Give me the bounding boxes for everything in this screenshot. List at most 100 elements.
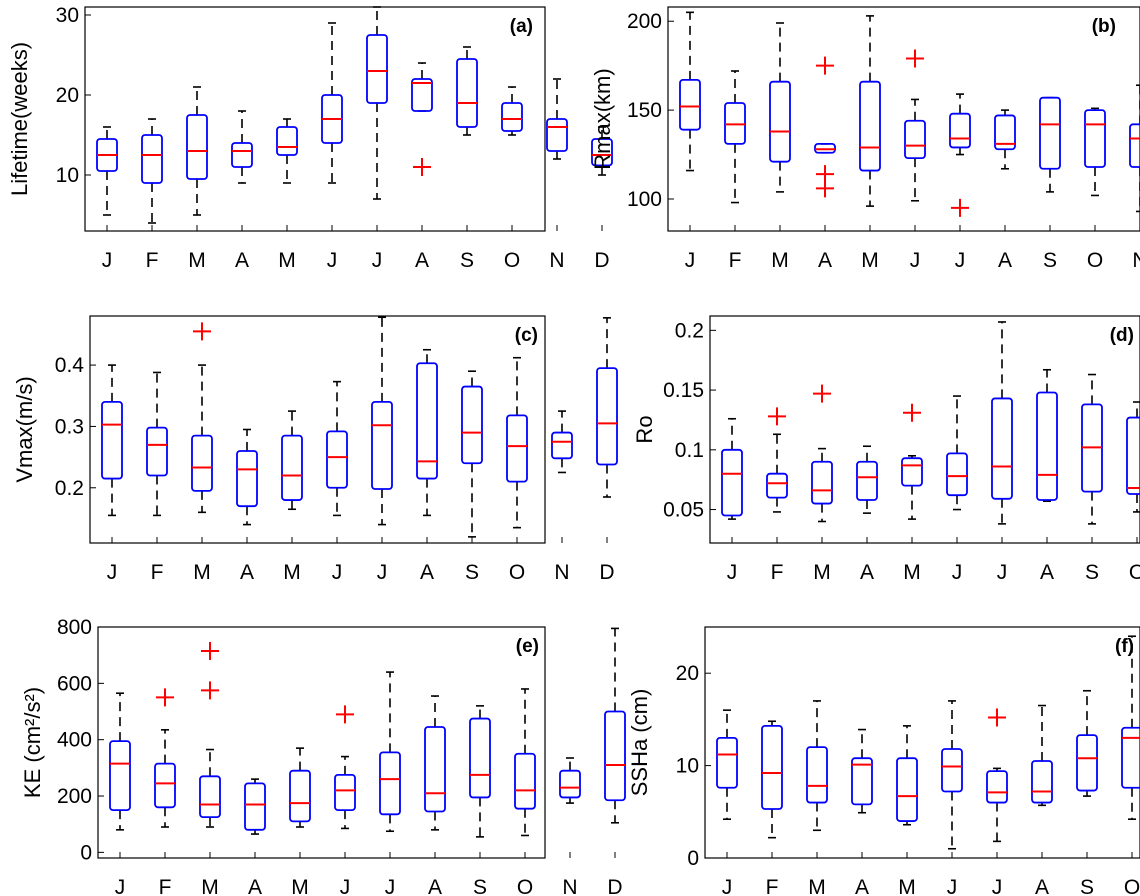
x-tick-label: A — [415, 249, 429, 272]
x-tick-label: J — [327, 249, 338, 272]
x-tick-label: D — [599, 561, 614, 584]
x-tick-label: F — [151, 561, 164, 584]
box — [1126, 416, 1140, 495]
box — [716, 736, 738, 789]
plot-frame — [97, 626, 546, 859]
box — [859, 80, 881, 172]
outlier-marker — [156, 688, 174, 707]
x-tick-label: A — [998, 249, 1012, 272]
outlier-marker — [201, 641, 219, 660]
box — [946, 452, 968, 497]
box — [769, 80, 791, 163]
box — [994, 114, 1016, 151]
outlier-marker — [951, 198, 969, 217]
box — [559, 769, 581, 799]
box — [546, 118, 568, 152]
x-tick-label: M — [193, 561, 211, 584]
x-tick-label: J — [685, 249, 696, 272]
x-tick-label: J — [377, 561, 388, 584]
outlier-marker — [988, 708, 1006, 727]
panel-label: (d) — [1110, 325, 1134, 346]
y-axis-label: Ro — [632, 415, 657, 443]
x-tick-label: A — [860, 561, 874, 584]
y-axis-label: SSHa (cm) — [627, 689, 652, 797]
panel-b: 100 150 200 J F M A M J J A S O N D Rmax(km) (b) — [590, 6, 1140, 272]
x-tick-label: A — [235, 249, 249, 272]
y-tick-label: 0.05 — [663, 499, 704, 522]
box — [949, 112, 971, 149]
x-tick-label: J — [340, 876, 351, 896]
box — [501, 102, 523, 132]
box — [366, 34, 388, 104]
panel-label: (e) — [516, 636, 539, 657]
y-tick-label: 0 — [687, 847, 699, 870]
x-tick-label: A — [420, 561, 434, 584]
x-tick-label: M — [808, 876, 826, 896]
y-tick-label: 0.4 — [55, 354, 85, 377]
x-tick-label: S — [473, 876, 487, 896]
y-tick-label: 200 — [57, 785, 92, 808]
box — [1031, 760, 1053, 804]
y-tick-label: 10 — [676, 755, 699, 778]
y-tick-label: 150 — [627, 99, 662, 122]
y-tick-label: 30 — [56, 4, 79, 27]
x-tick-label: A — [818, 249, 832, 272]
x-tick-label: J — [952, 561, 963, 584]
x-tick-label: N — [562, 876, 577, 896]
box — [236, 450, 258, 508]
x-tick-label: N — [549, 249, 564, 272]
x-tick-label: J — [115, 876, 126, 896]
x-tick-label: S — [465, 561, 479, 584]
y-tick-label: 100 — [627, 188, 662, 211]
box — [334, 773, 356, 812]
box — [186, 114, 208, 180]
box — [811, 460, 833, 505]
box — [411, 78, 433, 112]
box — [1121, 726, 1140, 789]
y-tick-label: 800 — [57, 616, 92, 639]
panel-label: (c) — [515, 325, 538, 346]
outlier-marker — [201, 681, 219, 700]
box — [514, 752, 536, 810]
x-tick-label: F — [729, 249, 742, 272]
plot-frame — [89, 315, 546, 544]
y-tick-label: 0.1 — [675, 439, 704, 462]
x-tick-label: F — [766, 876, 779, 896]
x-tick-label: M — [188, 249, 206, 272]
x-tick-label: D — [594, 249, 609, 272]
box — [416, 362, 438, 480]
box — [154, 762, 176, 809]
outlier-marker — [816, 179, 834, 198]
x-tick-label: J — [385, 876, 396, 896]
x-tick-label: J — [332, 561, 343, 584]
y-axis-label: KE (cm²/s²) — [20, 687, 45, 798]
outlier-marker — [813, 384, 831, 403]
x-tick-label: J — [372, 249, 383, 272]
plot-frame — [667, 6, 1140, 232]
y-tick-label: 200 — [627, 10, 662, 33]
box — [986, 770, 1008, 804]
x-tick-label: J — [910, 249, 921, 272]
x-tick-label: S — [1043, 249, 1057, 272]
box — [851, 757, 873, 806]
box — [244, 782, 266, 831]
outlier-marker — [768, 407, 786, 426]
outlier-marker — [336, 705, 354, 724]
outlier-marker — [193, 322, 211, 341]
box — [281, 434, 303, 501]
box — [276, 126, 298, 156]
box — [941, 748, 963, 793]
y-tick-label: 0 — [80, 841, 92, 864]
box — [679, 78, 701, 131]
box — [109, 740, 131, 812]
outlier-marker — [413, 158, 431, 176]
panel-label: (b) — [1092, 16, 1116, 37]
x-tick-label: A — [240, 561, 254, 584]
plot-frame — [704, 626, 1140, 859]
x-tick-label: O — [504, 249, 520, 272]
outlier-marker — [906, 49, 924, 68]
x-tick-label: S — [1085, 561, 1099, 584]
box — [461, 385, 483, 465]
y-tick-label: 0.3 — [55, 415, 84, 438]
